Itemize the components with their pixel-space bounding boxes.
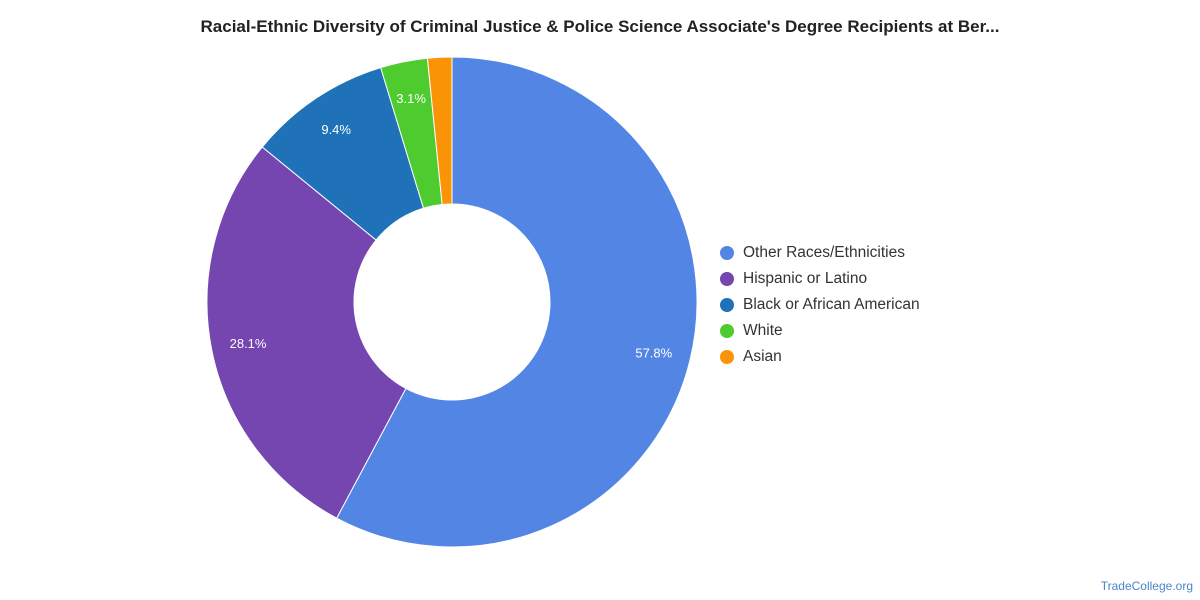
slice-label-other-races-ethnicities: 57.8% bbox=[635, 345, 672, 360]
legend-item-black-or-african-american[interactable]: Black or African American bbox=[720, 292, 920, 318]
legend-item-hispanic-or-latino[interactable]: Hispanic or Latino bbox=[720, 266, 920, 292]
legend-swatch bbox=[720, 246, 734, 260]
slice-label-white: 3.1% bbox=[396, 91, 426, 106]
legend-label: Hispanic or Latino bbox=[743, 270, 868, 287]
slice-hispanic-or-latino[interactable] bbox=[206, 146, 407, 519]
donut-slices bbox=[206, 56, 698, 548]
slice-label-hispanic-or-latino: 28.1% bbox=[230, 336, 267, 351]
legend-swatch bbox=[720, 350, 734, 364]
slice-labels: 57.8% 28.1% 9.4% 3.1% bbox=[230, 91, 673, 360]
slice-other-races-ethnicities[interactable] bbox=[336, 56, 698, 548]
legend-label: Asian bbox=[743, 348, 782, 365]
legend-item-white[interactable]: White bbox=[720, 318, 920, 344]
legend-label: Black or African American bbox=[743, 296, 920, 313]
legend-label: White bbox=[743, 322, 783, 339]
slice-label-black-or-african-american: 9.4% bbox=[321, 122, 351, 137]
legend-swatch bbox=[720, 298, 734, 312]
legend-swatch bbox=[720, 324, 734, 338]
slice-asian[interactable] bbox=[426, 56, 453, 206]
legend-swatch bbox=[720, 272, 734, 286]
chart-legend: Other Races/Ethnicities Hispanic or Latin… bbox=[720, 240, 920, 370]
legend-item-asian[interactable]: Asian bbox=[720, 344, 920, 370]
legend-item-other-races-ethnicities[interactable]: Other Races/Ethnicities bbox=[720, 240, 920, 266]
chart-title: Racial-Ethnic Diversity of Criminal Just… bbox=[200, 17, 1000, 36]
legend-label: Other Races/Ethnicities bbox=[743, 244, 905, 261]
watermark: TradeCollege.org bbox=[1100, 579, 1193, 593]
